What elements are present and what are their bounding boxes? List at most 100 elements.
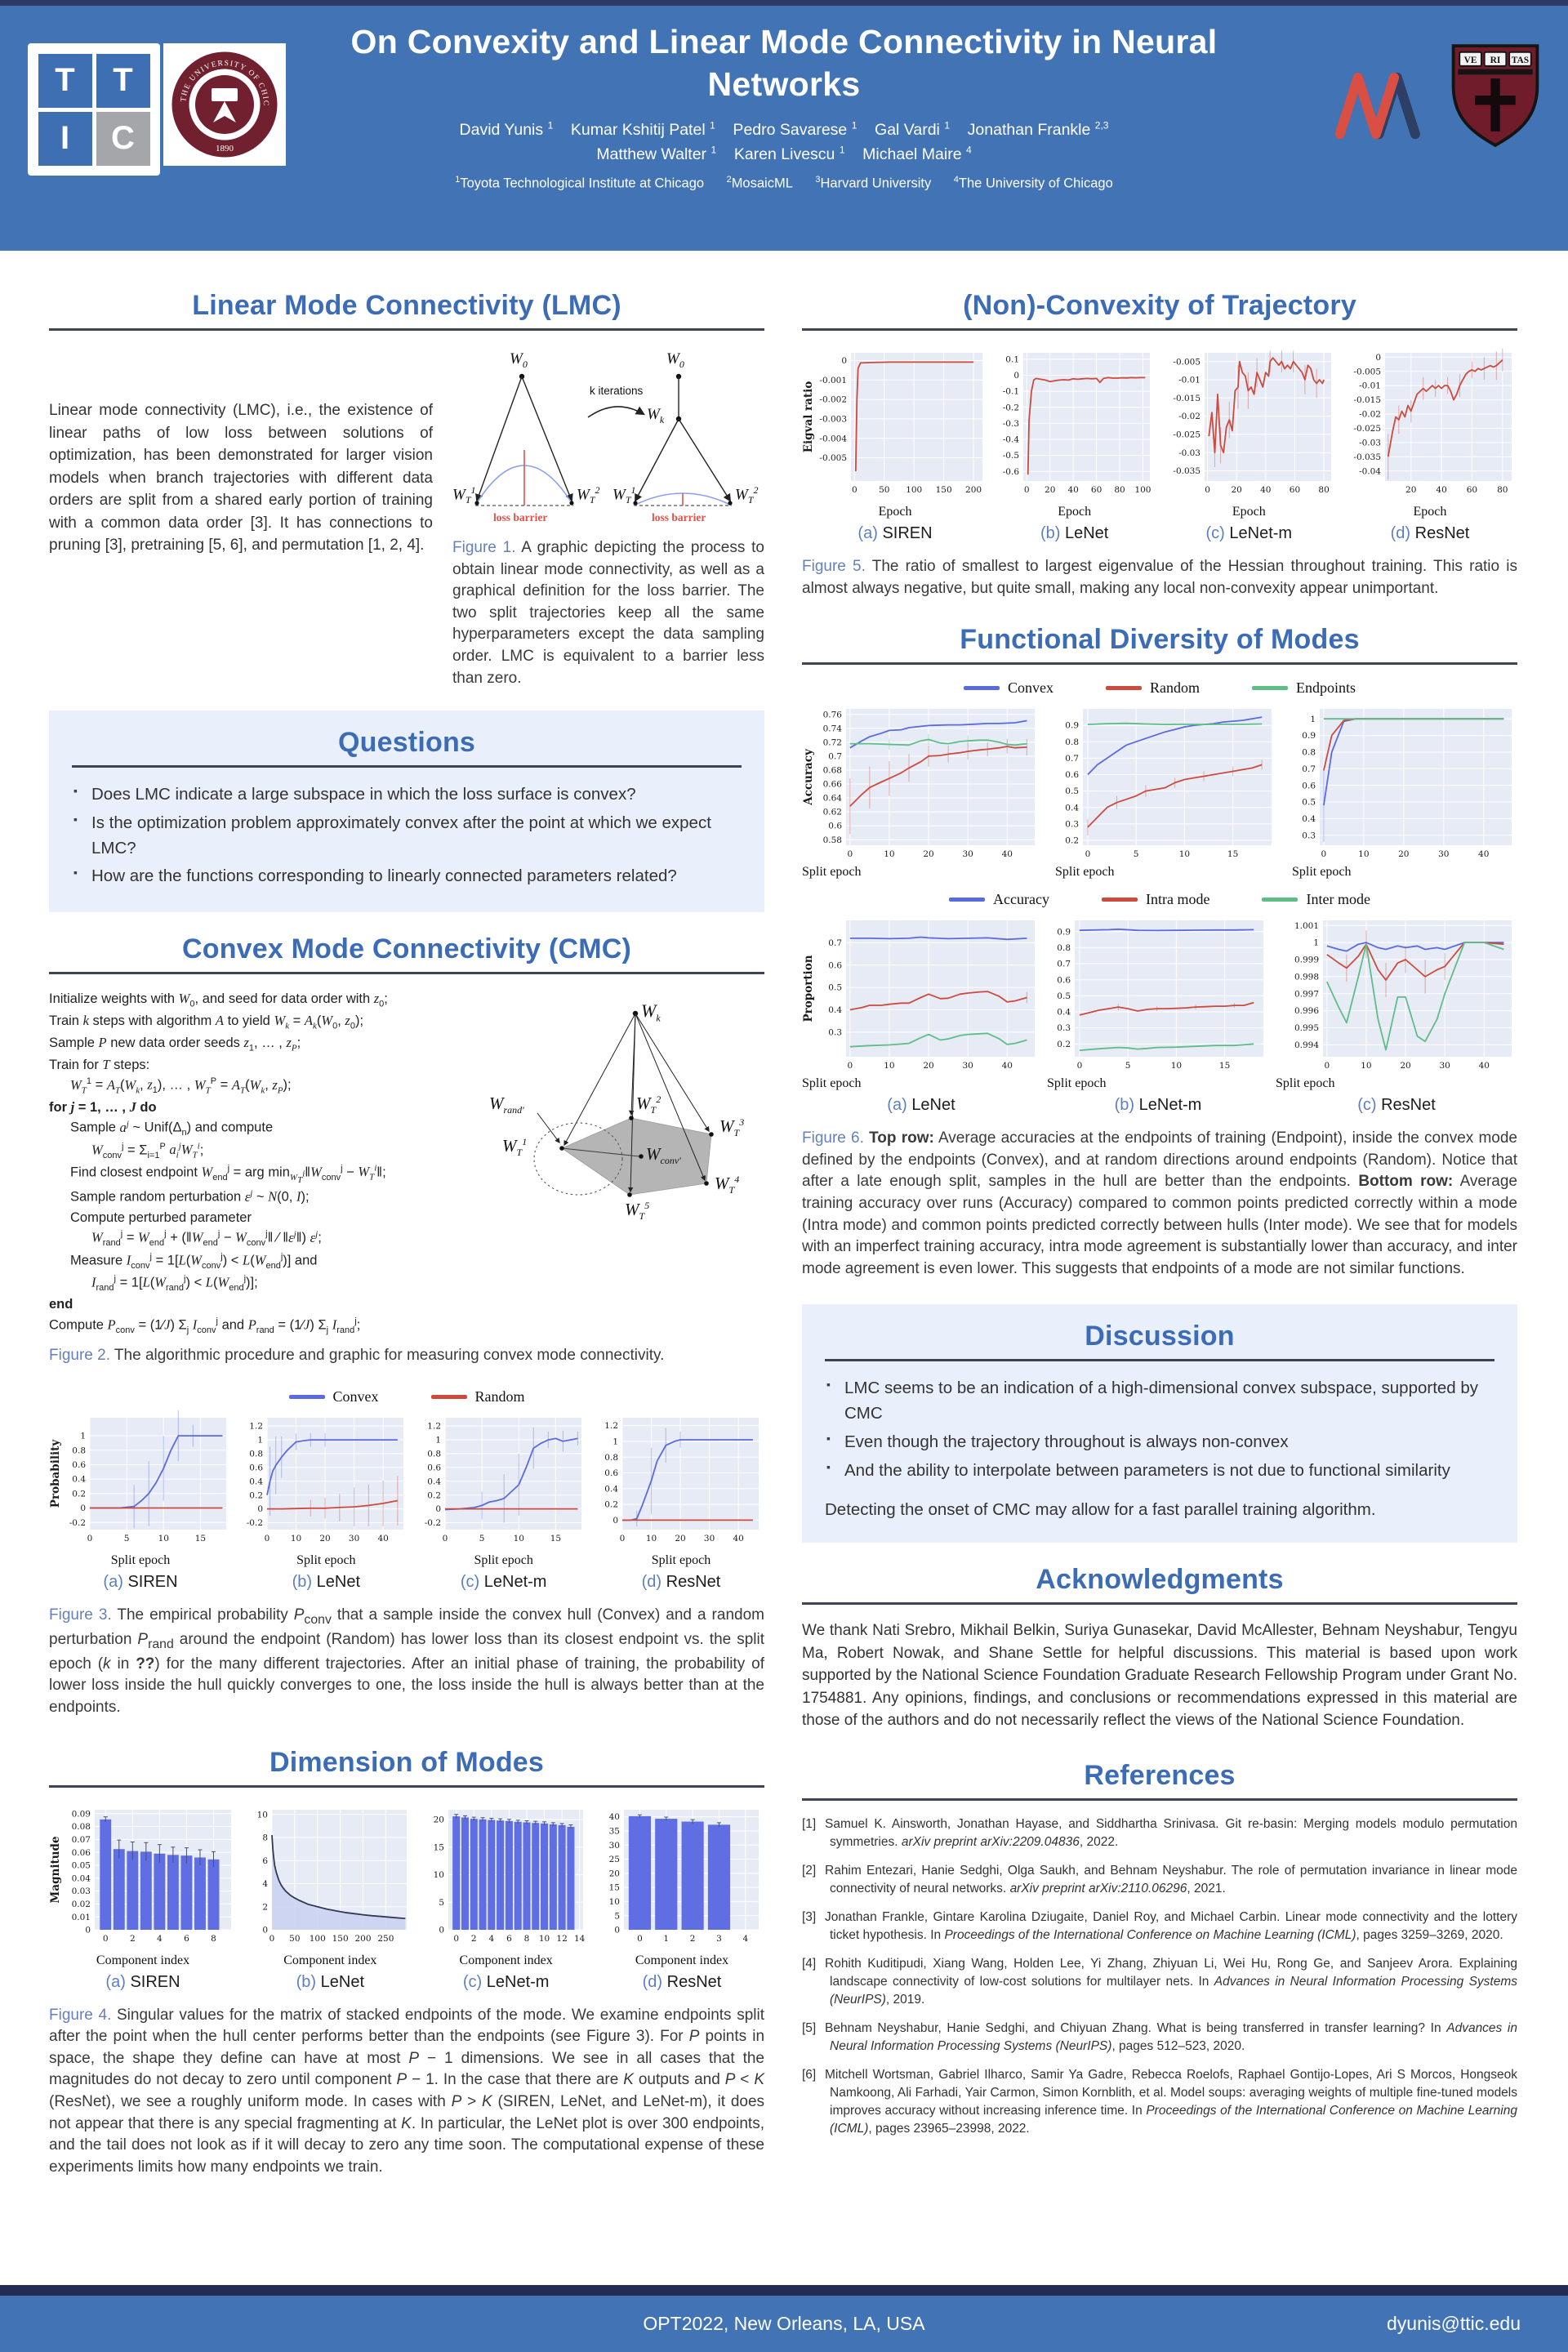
harvard-shield-icon: VE RI TAS xyxy=(1451,44,1539,148)
pseudocode-line: Find closest endpoint Wendj = arg minWTi… xyxy=(70,1163,386,1185)
svg-text:0: 0 xyxy=(1077,1061,1083,1071)
svg-text:0.6: 0.6 xyxy=(1065,770,1079,780)
legend-label: Random xyxy=(474,1388,525,1405)
svg-text:4: 4 xyxy=(263,1879,269,1889)
svg-text:30: 30 xyxy=(963,1061,973,1071)
bullet-item: And the ability to interpolate between p… xyxy=(825,1459,1494,1484)
chart-fig6-accuracy-lenet: 0.58 0.6 0.62 0.64 0.66 0.68 0.7 0.72 0.74 0.76 0 1… xyxy=(802,709,1035,859)
panel-label: (c) LeNet-m xyxy=(460,1572,547,1591)
top-border-strip xyxy=(0,0,1568,6)
legend-item: Random xyxy=(430,1388,525,1405)
svg-text:250: 250 xyxy=(378,1934,394,1944)
svg-text:Accuracy: Accuracy xyxy=(802,748,815,806)
svg-text:8: 8 xyxy=(523,1934,529,1944)
chart-cell: -0.005 -0.01 -0.015 -0.02 -0.025 -0.03 -0.035 0… xyxy=(1160,345,1337,543)
svg-text:-0.005: -0.005 xyxy=(1353,367,1381,376)
figure6-top-xlabels: Split epoch Split epoch Split epoch xyxy=(802,865,1517,880)
divider xyxy=(802,328,1517,331)
svg-text:0.9: 0.9 xyxy=(1057,928,1071,938)
chart-cell: 0 2 4 6 8 10 0 50 100 150 200 250 Component index (… xyxy=(247,1802,412,1992)
svg-text:10: 10 xyxy=(609,1897,620,1907)
figure4-charts: 0 0.01 0.02 0.03 0.04 0.05 0.06 0.07 0.08 0.09 0 2 4… xyxy=(49,1802,764,1992)
svg-text:-0.025: -0.025 xyxy=(1174,430,1201,440)
svg-text:0: 0 xyxy=(258,1504,264,1514)
poster-header: T T I C THE UNIVERSITY OF CHICAGO 1890 O… xyxy=(0,6,1568,251)
harvard-motto: VE xyxy=(1464,56,1477,65)
svg-text:1.2: 1.2 xyxy=(427,1422,441,1432)
pseudocode-line: Irandj = 1[L(Wrandj) < L(Wendj)]; xyxy=(91,1274,258,1293)
svg-text:0: 0 xyxy=(1085,849,1091,859)
left-logos: T T I C THE UNIVERSITY OF CHICAGO 1890 xyxy=(28,43,286,176)
svg-text:30: 30 xyxy=(609,1840,620,1850)
svg-text:0.68: 0.68 xyxy=(823,766,842,776)
svg-text:-0.01: -0.01 xyxy=(1359,381,1381,391)
legend-item: Random xyxy=(1105,679,1200,697)
pseudocode-line: Train k steps with algorithm A to yield … xyxy=(49,1012,364,1031)
harvard-motto: TAS xyxy=(1512,56,1529,65)
svg-text:6: 6 xyxy=(506,1934,512,1944)
figure6-bottom-xlabels: Split epoch Split epoch Split epoch xyxy=(802,1076,1517,1091)
fig1-label-wt1: WT1 xyxy=(452,484,476,506)
svg-text:-0.005: -0.005 xyxy=(819,453,847,463)
chart-cell: 0 0.01 0.02 0.03 0.04 0.05 0.06 0.07 0.08 0.09 0 2 4… xyxy=(49,1802,237,1992)
svg-text:20: 20 xyxy=(433,1815,443,1824)
svg-text:0.8: 0.8 xyxy=(1302,748,1316,758)
figure6-caption: Figure 6. Top row: Average accuracies at… xyxy=(802,1128,1517,1280)
references-heading: References xyxy=(1084,1759,1236,1791)
figure5-caption-text: The ratio of smallest to largest eigenva… xyxy=(802,558,1517,597)
svg-text:10: 10 xyxy=(433,1870,443,1880)
svg-text:60: 60 xyxy=(1091,485,1102,495)
svg-text:0.5: 0.5 xyxy=(1302,798,1316,808)
svg-text:0: 0 xyxy=(1324,1061,1330,1071)
ttic-letter: T xyxy=(96,53,150,108)
legend-swatch xyxy=(949,898,986,902)
panel-label: (a) SIREN xyxy=(103,1572,178,1591)
svg-text:0.03: 0.03 xyxy=(72,1886,91,1896)
svg-text:0.05: 0.05 xyxy=(72,1860,91,1870)
x-axis-label: Component index xyxy=(96,1953,190,1967)
pseudocode-line: Wrandj = Wendj + (‖Wendj − Wconvj‖ ⁄ ‖εj… xyxy=(91,1229,322,1249)
chart-fig3-lenet: -0.200.20.40.60.811.20 10 20 30 40 xyxy=(247,1417,404,1544)
lmc-heading: Linear Mode Connectivity (LMC) xyxy=(192,290,621,321)
poster-body: Linear Mode Connectivity (LMC) Linear mo… xyxy=(0,251,1568,2178)
svg-text:0.6: 0.6 xyxy=(1057,975,1071,985)
pseudocode-line: Sample aj ~ Unif(Δn) and compute xyxy=(70,1119,274,1138)
svg-text:0.9: 0.9 xyxy=(1065,721,1079,731)
svg-text:60: 60 xyxy=(1467,485,1477,495)
figure3-caption-label: Figure 3. xyxy=(49,1606,112,1624)
svg-text:10: 10 xyxy=(513,1534,523,1544)
svg-text:0: 0 xyxy=(1013,371,1019,381)
x-axis-label: Split epoch xyxy=(651,1552,711,1567)
footer-border-strip xyxy=(0,2285,1568,2296)
figure2-caption-label: Figure 2. xyxy=(49,1347,110,1365)
svg-text:20: 20 xyxy=(1045,485,1055,495)
svg-text:30: 30 xyxy=(704,1534,715,1544)
svg-text:14: 14 xyxy=(574,1934,586,1944)
svg-text:5: 5 xyxy=(124,1534,130,1544)
chart-fig5-resnet: 0 -0.005 -0.01 -0.015 -0.02 -0.025 -0.03 -0.035… xyxy=(1353,348,1512,495)
svg-text:-0.035: -0.035 xyxy=(1353,452,1381,462)
pseudocode-line: Compute perturbed parameter xyxy=(70,1209,252,1225)
fig1-label-loss-barrier: loss barrier xyxy=(493,511,548,523)
svg-text:0.09: 0.09 xyxy=(72,1809,91,1819)
svg-text:40: 40 xyxy=(1478,849,1489,859)
svg-text:0.6: 0.6 xyxy=(72,1460,86,1470)
svg-text:0.995: 0.995 xyxy=(1294,1023,1319,1033)
svg-text:-0.025: -0.025 xyxy=(1353,424,1381,434)
svg-text:0.2: 0.2 xyxy=(427,1490,441,1500)
svg-text:-0.01: -0.01 xyxy=(1178,376,1200,385)
svg-text:0.2: 0.2 xyxy=(250,1490,264,1500)
svg-text:20: 20 xyxy=(1398,849,1409,859)
svg-text:30: 30 xyxy=(1440,1061,1450,1071)
chart-fig6-proportion-resnet: 0.994 0.995 0.996 0.997 0.998 0.999 1 1.001 0 10 2… xyxy=(1294,920,1512,1071)
figure4-caption-label: Figure 4. xyxy=(49,2006,112,2024)
diversity-heading: Functional Diversity of Modes xyxy=(960,624,1360,656)
svg-text:0.997: 0.997 xyxy=(1294,990,1319,1000)
svg-text:15: 15 xyxy=(433,1842,443,1852)
legend-item: Inter mode xyxy=(1262,891,1370,908)
divider xyxy=(49,328,764,331)
svg-text:0.8: 0.8 xyxy=(1057,943,1071,953)
svg-text:15: 15 xyxy=(195,1534,206,1544)
bullet-item: How are the functions corresponding to l… xyxy=(72,864,742,889)
